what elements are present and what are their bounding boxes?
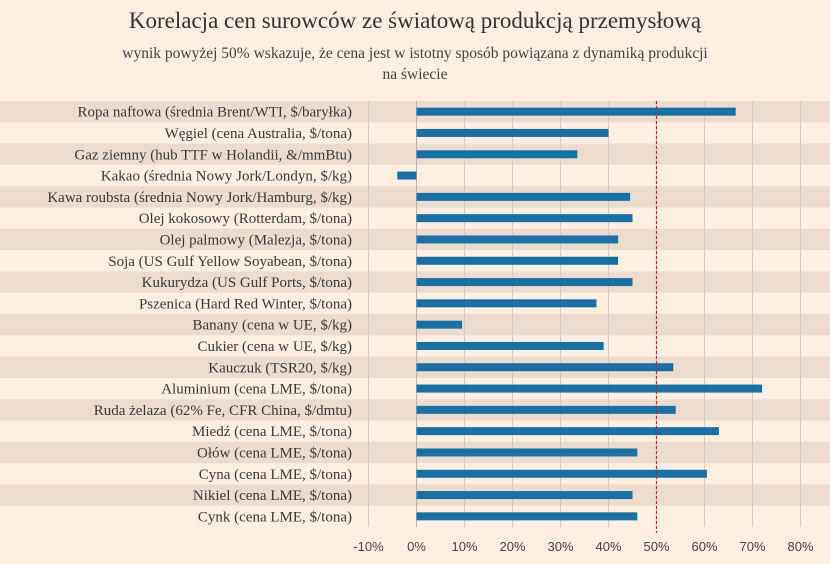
chart-subtitle-line-1: wynik powyżej 50% wskazuje, że cena jest… bbox=[122, 45, 708, 62]
bar bbox=[416, 320, 463, 329]
bar bbox=[397, 171, 417, 180]
bar bbox=[416, 278, 633, 287]
x-tick-label: 20% bbox=[499, 539, 525, 554]
x-tick-label: 30% bbox=[547, 539, 573, 554]
row-band bbox=[0, 143, 830, 165]
bar bbox=[416, 469, 707, 478]
chart-title: Korelacja cen surowców ze światową produ… bbox=[128, 8, 702, 33]
category-label: Cyna (cena LME, $/tona) bbox=[199, 467, 352, 483]
bar bbox=[416, 491, 633, 500]
category-label: Olej palmowy (Malezja, $/tona) bbox=[160, 232, 352, 248]
bar bbox=[416, 341, 604, 350]
category-label: Kakao (średnia Nowy Jork/Londyn, $/kg) bbox=[101, 169, 352, 185]
category-label: Banany (cena w UE, $/kg) bbox=[192, 318, 352, 334]
x-tick-label: 70% bbox=[739, 539, 765, 554]
bar bbox=[416, 256, 619, 265]
x-tick-label: 80% bbox=[787, 539, 813, 554]
category-label: Cynk (cena LME, $/tona) bbox=[198, 509, 352, 525]
bar bbox=[416, 235, 619, 244]
bar bbox=[416, 107, 736, 116]
bar bbox=[416, 448, 638, 457]
x-tick-label: 60% bbox=[691, 539, 717, 554]
bar bbox=[416, 214, 633, 223]
category-label: Soja (US Gulf Yellow Soyabean, $/tona) bbox=[108, 254, 352, 270]
bar bbox=[416, 192, 631, 201]
bar bbox=[416, 512, 638, 521]
bar bbox=[416, 384, 763, 393]
x-tick-label: -10% bbox=[353, 539, 384, 554]
x-tick-label: 50% bbox=[643, 539, 669, 554]
category-label: Węgiel (cena Australia, $/tona) bbox=[165, 126, 352, 142]
category-label: Olej kokosowy (Rotterdam, $/tona) bbox=[139, 211, 352, 227]
x-tick-label: 0% bbox=[407, 539, 426, 554]
category-label: Aluminium (cena LME, $/tona) bbox=[161, 382, 352, 398]
bar bbox=[416, 128, 609, 137]
chart-subtitle-line-2: na świecie bbox=[382, 66, 448, 83]
category-label: Kawa roubsta (średnia Nowy Jork/Hamburg,… bbox=[47, 190, 352, 206]
row-band bbox=[0, 484, 830, 506]
chart-subtitle: wynik powyżej 50% wskazuje, że cena jest… bbox=[0, 43, 830, 85]
x-tick-label: 10% bbox=[451, 539, 477, 554]
bar bbox=[416, 150, 578, 159]
row-band bbox=[0, 356, 830, 378]
row-band bbox=[0, 314, 830, 336]
row-band bbox=[0, 101, 830, 123]
row-band bbox=[0, 271, 830, 293]
category-label: Kukurydza (US Gulf Ports, $/tona) bbox=[142, 275, 352, 291]
bar bbox=[416, 363, 674, 372]
category-label: Miedź (cena LME, $/tona) bbox=[192, 424, 352, 440]
category-label: Kauczuk (TSR20, $/kg) bbox=[208, 360, 352, 376]
row-band bbox=[0, 441, 830, 464]
row-band bbox=[0, 228, 830, 251]
x-tick-label: 40% bbox=[595, 539, 621, 554]
bar bbox=[416, 299, 597, 308]
category-label: Cukier (cena w UE, $/kg) bbox=[197, 339, 352, 355]
category-label: Ołów (cena LME, $/tona) bbox=[197, 445, 352, 461]
category-label: Nikiel (cena LME, $/tona) bbox=[193, 488, 352, 504]
category-label: Gaz ziemny (hub TTF w Holandii, &/mmBtu) bbox=[74, 147, 352, 163]
bar bbox=[416, 427, 719, 436]
bar bbox=[416, 405, 676, 414]
category-label: Ropa naftowa (średnia Brent/WTI, $/barył… bbox=[78, 105, 352, 121]
category-label: Pszenica (Hard Red Winter, $/tona) bbox=[139, 296, 352, 312]
row-band bbox=[0, 186, 830, 208]
category-label: Ruda żelaza (62% Fe, CFR China, $/dmtu) bbox=[94, 403, 352, 419]
row-band bbox=[0, 399, 830, 421]
